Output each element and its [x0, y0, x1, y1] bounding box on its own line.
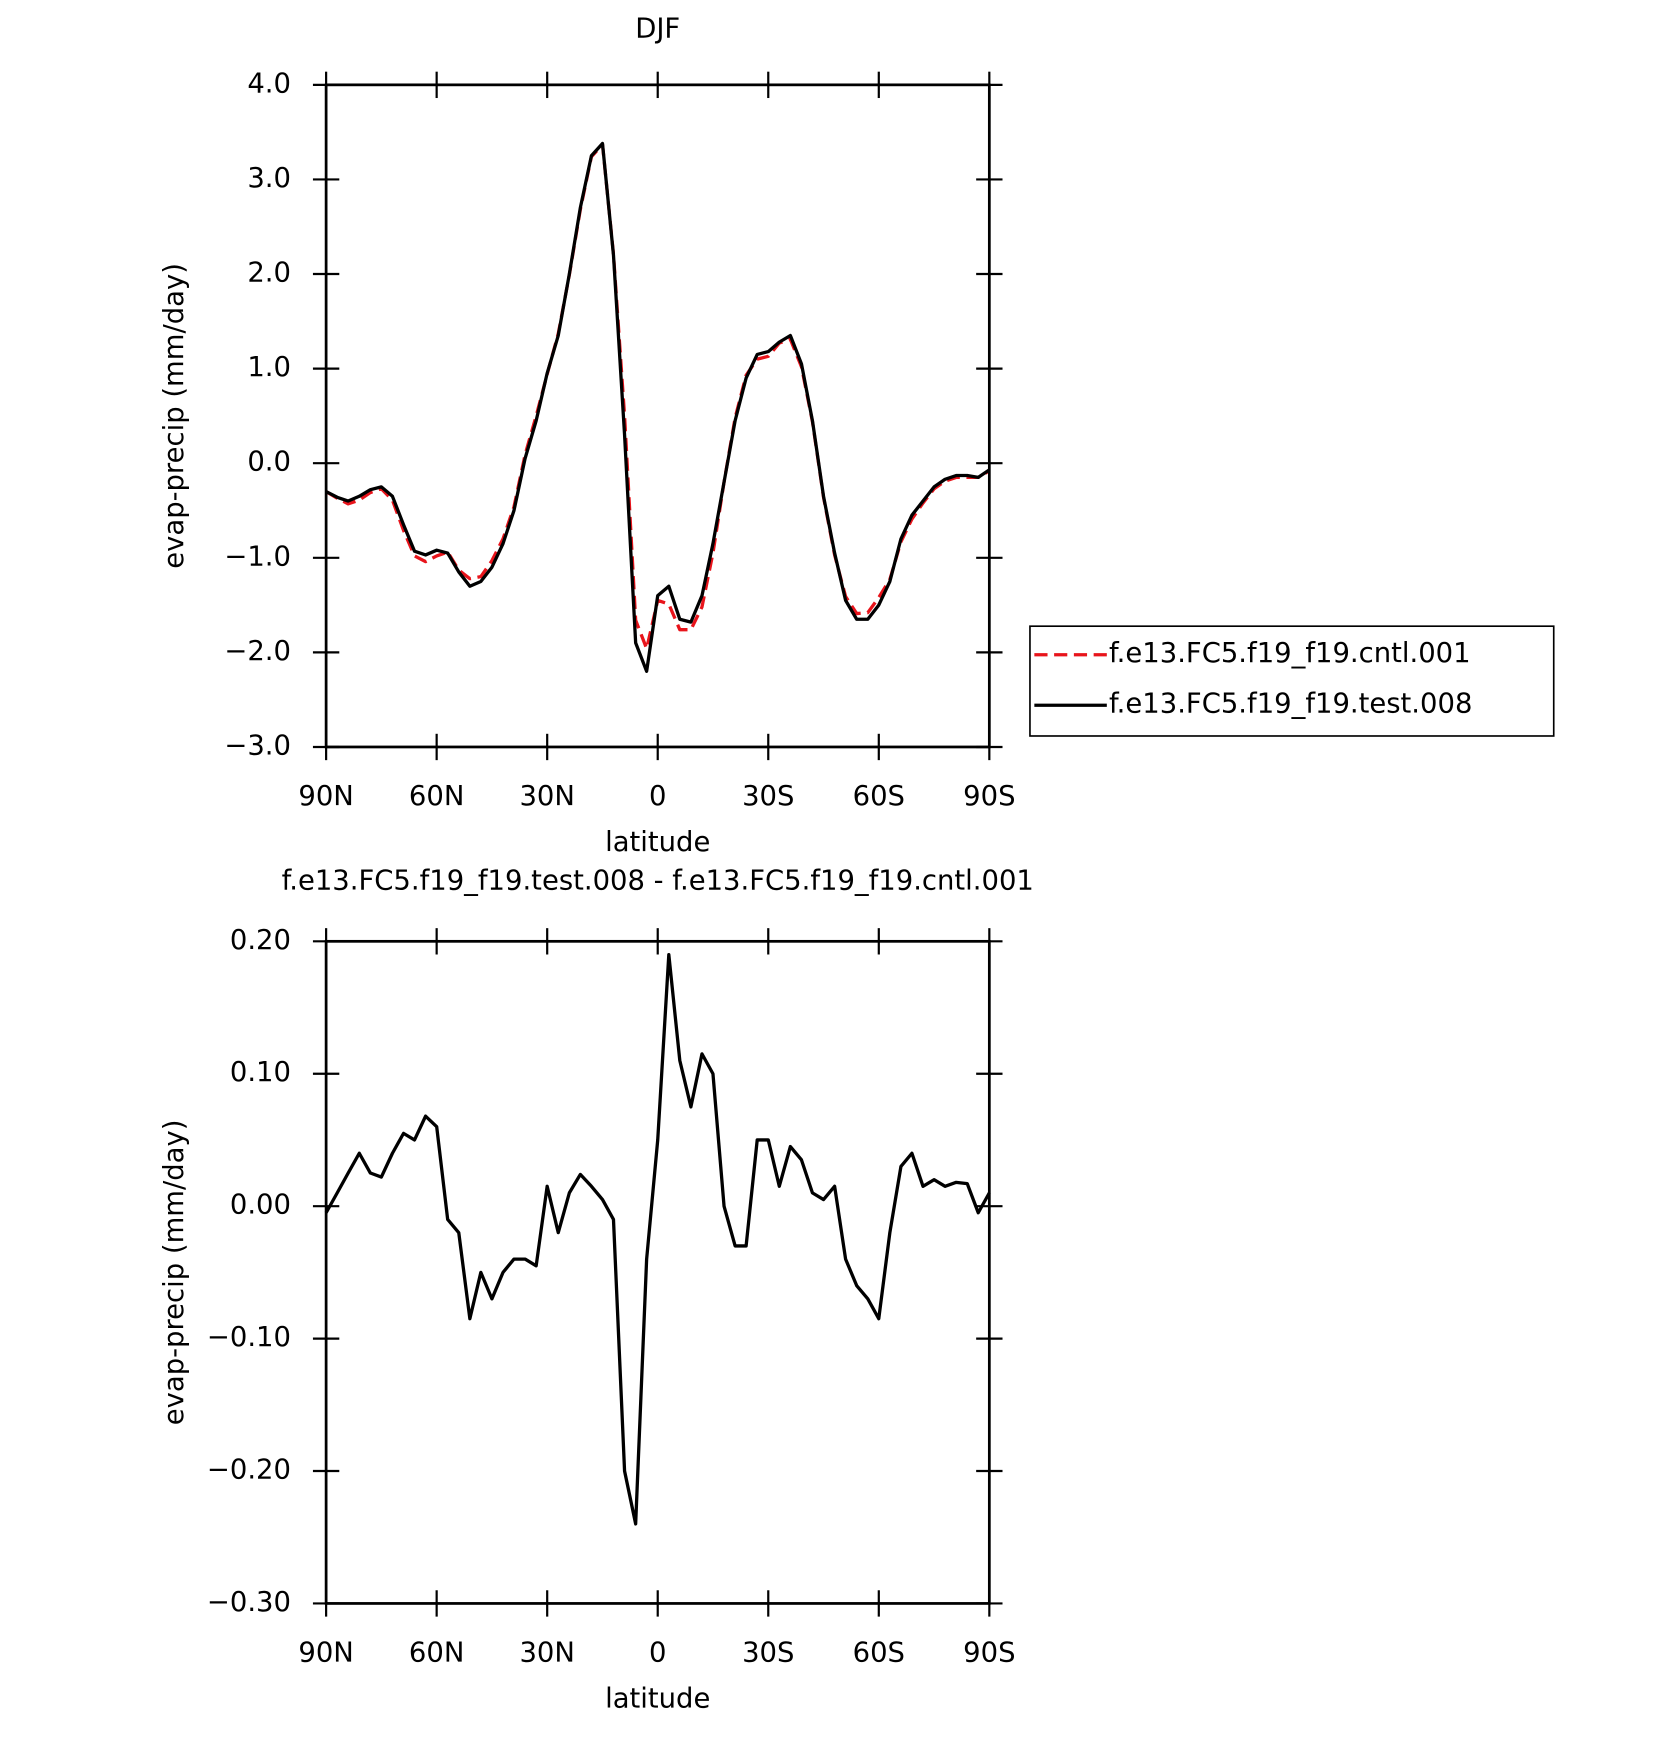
- y-tick-label: −0.20: [207, 1455, 291, 1486]
- x-tick-label: 30S: [742, 1637, 794, 1668]
- legend-label: f.e13.FC5.f19_f19.test.008: [1109, 689, 1472, 720]
- chart-title: DJF: [635, 13, 680, 44]
- y-tick-label: 4.0: [247, 68, 291, 99]
- y-tick-label: −0.30: [207, 1587, 291, 1618]
- x-tick-label: 90S: [963, 1637, 1015, 1668]
- plot-frame: [324, 939, 991, 1605]
- y-tick-label: −2.0: [224, 636, 291, 667]
- x-tick-label: 30N: [519, 1637, 574, 1668]
- x-axis-label: latitude: [605, 827, 710, 858]
- y-tick-label: −0.10: [207, 1322, 291, 1353]
- y-tick-label: 0.20: [230, 925, 291, 956]
- legend-label: f.e13.FC5.f19_f19.cntl.001: [1109, 638, 1471, 669]
- plot-frame: [324, 83, 991, 749]
- y-tick-label: 3.0: [247, 163, 291, 194]
- x-axis-label: latitude: [605, 1684, 710, 1715]
- x-tick-label: 60N: [409, 1637, 464, 1668]
- data-line: [325, 142, 991, 651]
- x-tick-label: 60N: [409, 781, 464, 812]
- x-tick-label: 30S: [742, 781, 794, 812]
- chart-title: f.e13.FC5.f19_f19.test.008 - f.e13.FC5.f…: [282, 866, 1034, 897]
- y-axis-label: evap-precip (mm/day): [159, 1120, 190, 1426]
- x-tick-label: 90N: [298, 781, 353, 812]
- y-axis-label: evap-precip (mm/day): [159, 263, 190, 569]
- y-tick-label: 2.0: [247, 258, 291, 289]
- y-tick-label: −3.0: [224, 730, 291, 761]
- x-tick-label: 60S: [853, 1637, 905, 1668]
- y-tick-label: 0.10: [230, 1057, 291, 1088]
- x-tick-label: 30N: [519, 781, 574, 812]
- legend-box: [1029, 625, 1555, 737]
- x-tick-label: 0: [649, 1637, 666, 1668]
- y-tick-label: −1.0: [224, 541, 291, 572]
- data-line: [325, 141, 991, 673]
- y-tick-label: 1.0: [247, 352, 291, 383]
- y-tick-label: 0.0: [247, 447, 291, 478]
- x-tick-label: 90S: [963, 781, 1015, 812]
- data-line: [324, 952, 991, 1526]
- x-tick-label: 60S: [853, 781, 905, 812]
- x-tick-label: 0: [649, 781, 666, 812]
- y-tick-label: 0.00: [230, 1190, 291, 1221]
- x-tick-label: 90N: [298, 1637, 353, 1668]
